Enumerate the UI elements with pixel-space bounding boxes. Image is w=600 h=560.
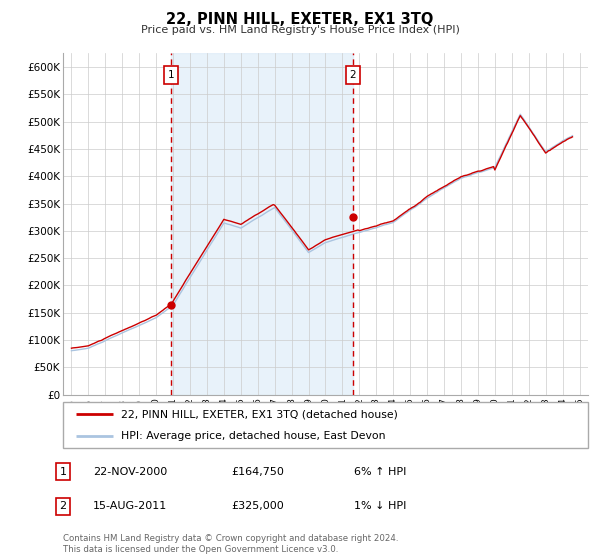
Text: Contains HM Land Registry data © Crown copyright and database right 2024.: Contains HM Land Registry data © Crown c… (63, 534, 398, 543)
Text: £325,000: £325,000 (231, 501, 284, 511)
Text: Price paid vs. HM Land Registry's House Price Index (HPI): Price paid vs. HM Land Registry's House … (140, 25, 460, 35)
Text: 22, PINN HILL, EXETER, EX1 3TQ (detached house): 22, PINN HILL, EXETER, EX1 3TQ (detached… (121, 409, 398, 419)
Text: £164,750: £164,750 (231, 466, 284, 477)
Text: 2: 2 (350, 70, 356, 80)
Text: 22, PINN HILL, EXETER, EX1 3TQ: 22, PINN HILL, EXETER, EX1 3TQ (166, 12, 434, 27)
Text: 15-AUG-2011: 15-AUG-2011 (93, 501, 167, 511)
Text: HPI: Average price, detached house, East Devon: HPI: Average price, detached house, East… (121, 431, 385, 441)
Text: 2: 2 (59, 501, 67, 511)
FancyBboxPatch shape (63, 402, 588, 448)
Text: This data is licensed under the Open Government Licence v3.0.: This data is licensed under the Open Gov… (63, 545, 338, 554)
Text: 6% ↑ HPI: 6% ↑ HPI (354, 466, 406, 477)
Text: 1% ↓ HPI: 1% ↓ HPI (354, 501, 406, 511)
Text: 1: 1 (167, 70, 174, 80)
Text: 22-NOV-2000: 22-NOV-2000 (93, 466, 167, 477)
Text: 1: 1 (59, 466, 67, 477)
Bar (171, 53, 353, 395)
